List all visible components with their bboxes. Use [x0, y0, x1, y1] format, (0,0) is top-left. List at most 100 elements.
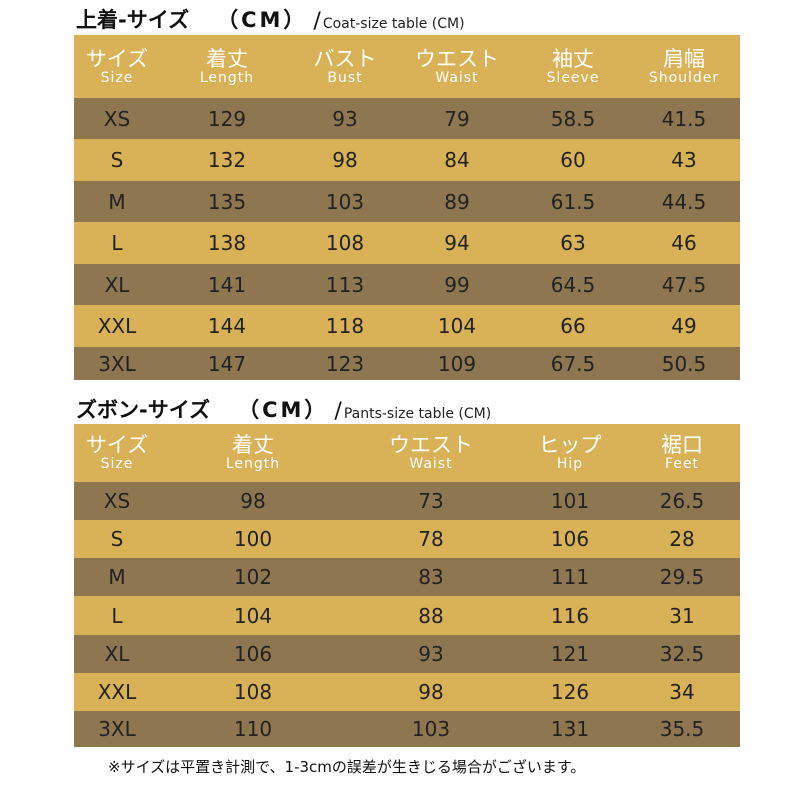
header-label-jp: サイズ: [85, 433, 149, 457]
header-label-jp: 着丈: [206, 46, 248, 71]
value-cell: 73: [418, 489, 444, 513]
table-row: XL 141 113 99 64.5 47.5: [74, 264, 740, 305]
value-cell: 101: [550, 489, 590, 513]
header-label-en: Bust: [327, 69, 363, 86]
value-cell: 58.5: [550, 106, 596, 131]
value-cell: 60: [560, 148, 586, 172]
coat-header-shoulder: 肩幅 Shoulder: [628, 48, 740, 86]
value-cell: 93: [418, 642, 444, 666]
header-label-en: Length: [225, 456, 281, 472]
pants-header-waist: ウエスト Waist: [346, 434, 516, 472]
size-cell: S: [110, 527, 124, 551]
header-label-jp: 袖丈: [552, 46, 594, 71]
measurement-note: ※サイズは平置き計測で、1-3cmの誤差が生きじる場合がございます。: [108, 758, 586, 776]
coat-size-table: サイズ Size 着丈 Length バスト Bust ウエスト Waist 袖丈 Sleeve 肩…: [74, 35, 740, 380]
value-cell: 135: [207, 189, 247, 214]
value-cell: 93: [332, 106, 358, 131]
header-label-jp: バスト: [313, 46, 377, 71]
value-cell: 106: [233, 642, 273, 666]
coat-title-unit: （CM）: [217, 8, 308, 32]
table-row: XS 98 73 101 26.5: [74, 482, 740, 520]
coat-table-title: 上着-サイズ （CM） / Coat-size table (CM): [76, 0, 465, 34]
pants-header-hip: ヒップ Hip: [516, 434, 624, 472]
value-cell: 49: [671, 314, 697, 338]
value-cell: 67.5: [550, 351, 596, 376]
header-label-jp: ウエスト: [415, 46, 499, 71]
value-cell: 79: [444, 106, 470, 131]
pants-title-jp: ズボン-サイズ: [76, 398, 211, 422]
value-cell: 66: [560, 314, 586, 338]
value-cell: 26.5: [659, 489, 705, 513]
header-label-jp: 裾口: [661, 433, 703, 457]
coat-header-bust: バスト Bust: [294, 48, 396, 86]
value-cell: 89: [444, 189, 470, 214]
value-cell: 141: [207, 272, 247, 297]
value-cell: 83: [418, 565, 444, 589]
value-cell: 132: [207, 148, 247, 172]
coat-title-jp: 上着-サイズ: [76, 8, 190, 32]
pants-title-unit: （CM）: [238, 398, 329, 422]
header-label-en: Shoulder: [648, 69, 720, 86]
pants-header-feet: 裾口 Feet: [624, 434, 740, 472]
size-cell: XL: [104, 642, 130, 666]
header-label-en: Feet: [664, 456, 699, 472]
size-cell: M: [108, 189, 126, 214]
value-cell: 108: [233, 680, 273, 704]
value-cell: 35.5: [659, 717, 705, 741]
table-row: 3XL 147 123 109 67.5 50.5: [74, 347, 740, 380]
value-cell: 43: [671, 148, 697, 172]
header-label-en: Hip: [556, 456, 584, 472]
value-cell: 64.5: [550, 272, 596, 297]
pants-header-size: サイズ Size: [74, 434, 160, 472]
value-cell: 28: [669, 527, 695, 551]
table-row: M 135 103 89 61.5 44.5: [74, 181, 740, 222]
value-cell: 118: [325, 314, 365, 338]
value-cell: 104: [437, 314, 477, 338]
table-row: 3XL 110 103 131 35.5: [74, 711, 740, 747]
value-cell: 147: [207, 351, 247, 376]
header-label-en: Waist: [435, 69, 479, 86]
pants-title-slash: /: [334, 399, 342, 424]
value-cell: 41.5: [661, 106, 707, 131]
value-cell: 50.5: [661, 351, 707, 376]
table-row: XL 106 93 121 32.5: [74, 635, 740, 673]
value-cell: 32.5: [659, 642, 705, 666]
size-cell: XS: [103, 489, 131, 513]
header-label-en: Size: [100, 69, 134, 86]
coat-title-slash: /: [313, 9, 321, 34]
value-cell: 94: [444, 231, 470, 255]
value-cell: 78: [418, 527, 444, 551]
header-label-en: Length: [199, 69, 255, 86]
value-cell: 109: [437, 351, 477, 376]
size-cell: L: [111, 603, 123, 628]
table-row: S 132 98 84 60 43: [74, 139, 740, 181]
header-label-en: Size: [100, 456, 134, 472]
coat-header-length: 着丈 Length: [160, 48, 294, 86]
value-cell: 47.5: [661, 272, 707, 297]
value-cell: 108: [325, 231, 365, 255]
value-cell: 126: [550, 680, 590, 704]
value-cell: 116: [550, 603, 590, 628]
value-cell: 29.5: [659, 565, 705, 589]
value-cell: 44.5: [661, 189, 707, 214]
value-cell: 110: [233, 717, 273, 741]
value-cell: 102: [233, 565, 273, 589]
coat-title-en: Coat-size table (CM): [322, 16, 465, 32]
header-label-jp: サイズ: [85, 46, 149, 71]
header-label-jp: ウエスト: [389, 433, 473, 457]
size-cell: M: [108, 565, 126, 589]
header-label-jp: 肩幅: [663, 46, 705, 71]
value-cell: 98: [332, 148, 358, 172]
value-cell: 144: [207, 314, 247, 338]
coat-header-waist: ウエスト Waist: [396, 48, 518, 86]
size-cell: XS: [103, 106, 131, 131]
value-cell: 111: [550, 565, 590, 589]
value-cell: 98: [240, 489, 266, 513]
value-cell: 46: [671, 231, 697, 255]
size-cell: 3XL: [98, 717, 136, 741]
header-label-jp: ヒップ: [538, 433, 602, 457]
table-row: M 102 83 111 29.5: [74, 558, 740, 596]
value-cell: 104: [233, 603, 273, 628]
size-cell: S: [110, 148, 124, 172]
value-cell: 34: [669, 680, 695, 704]
